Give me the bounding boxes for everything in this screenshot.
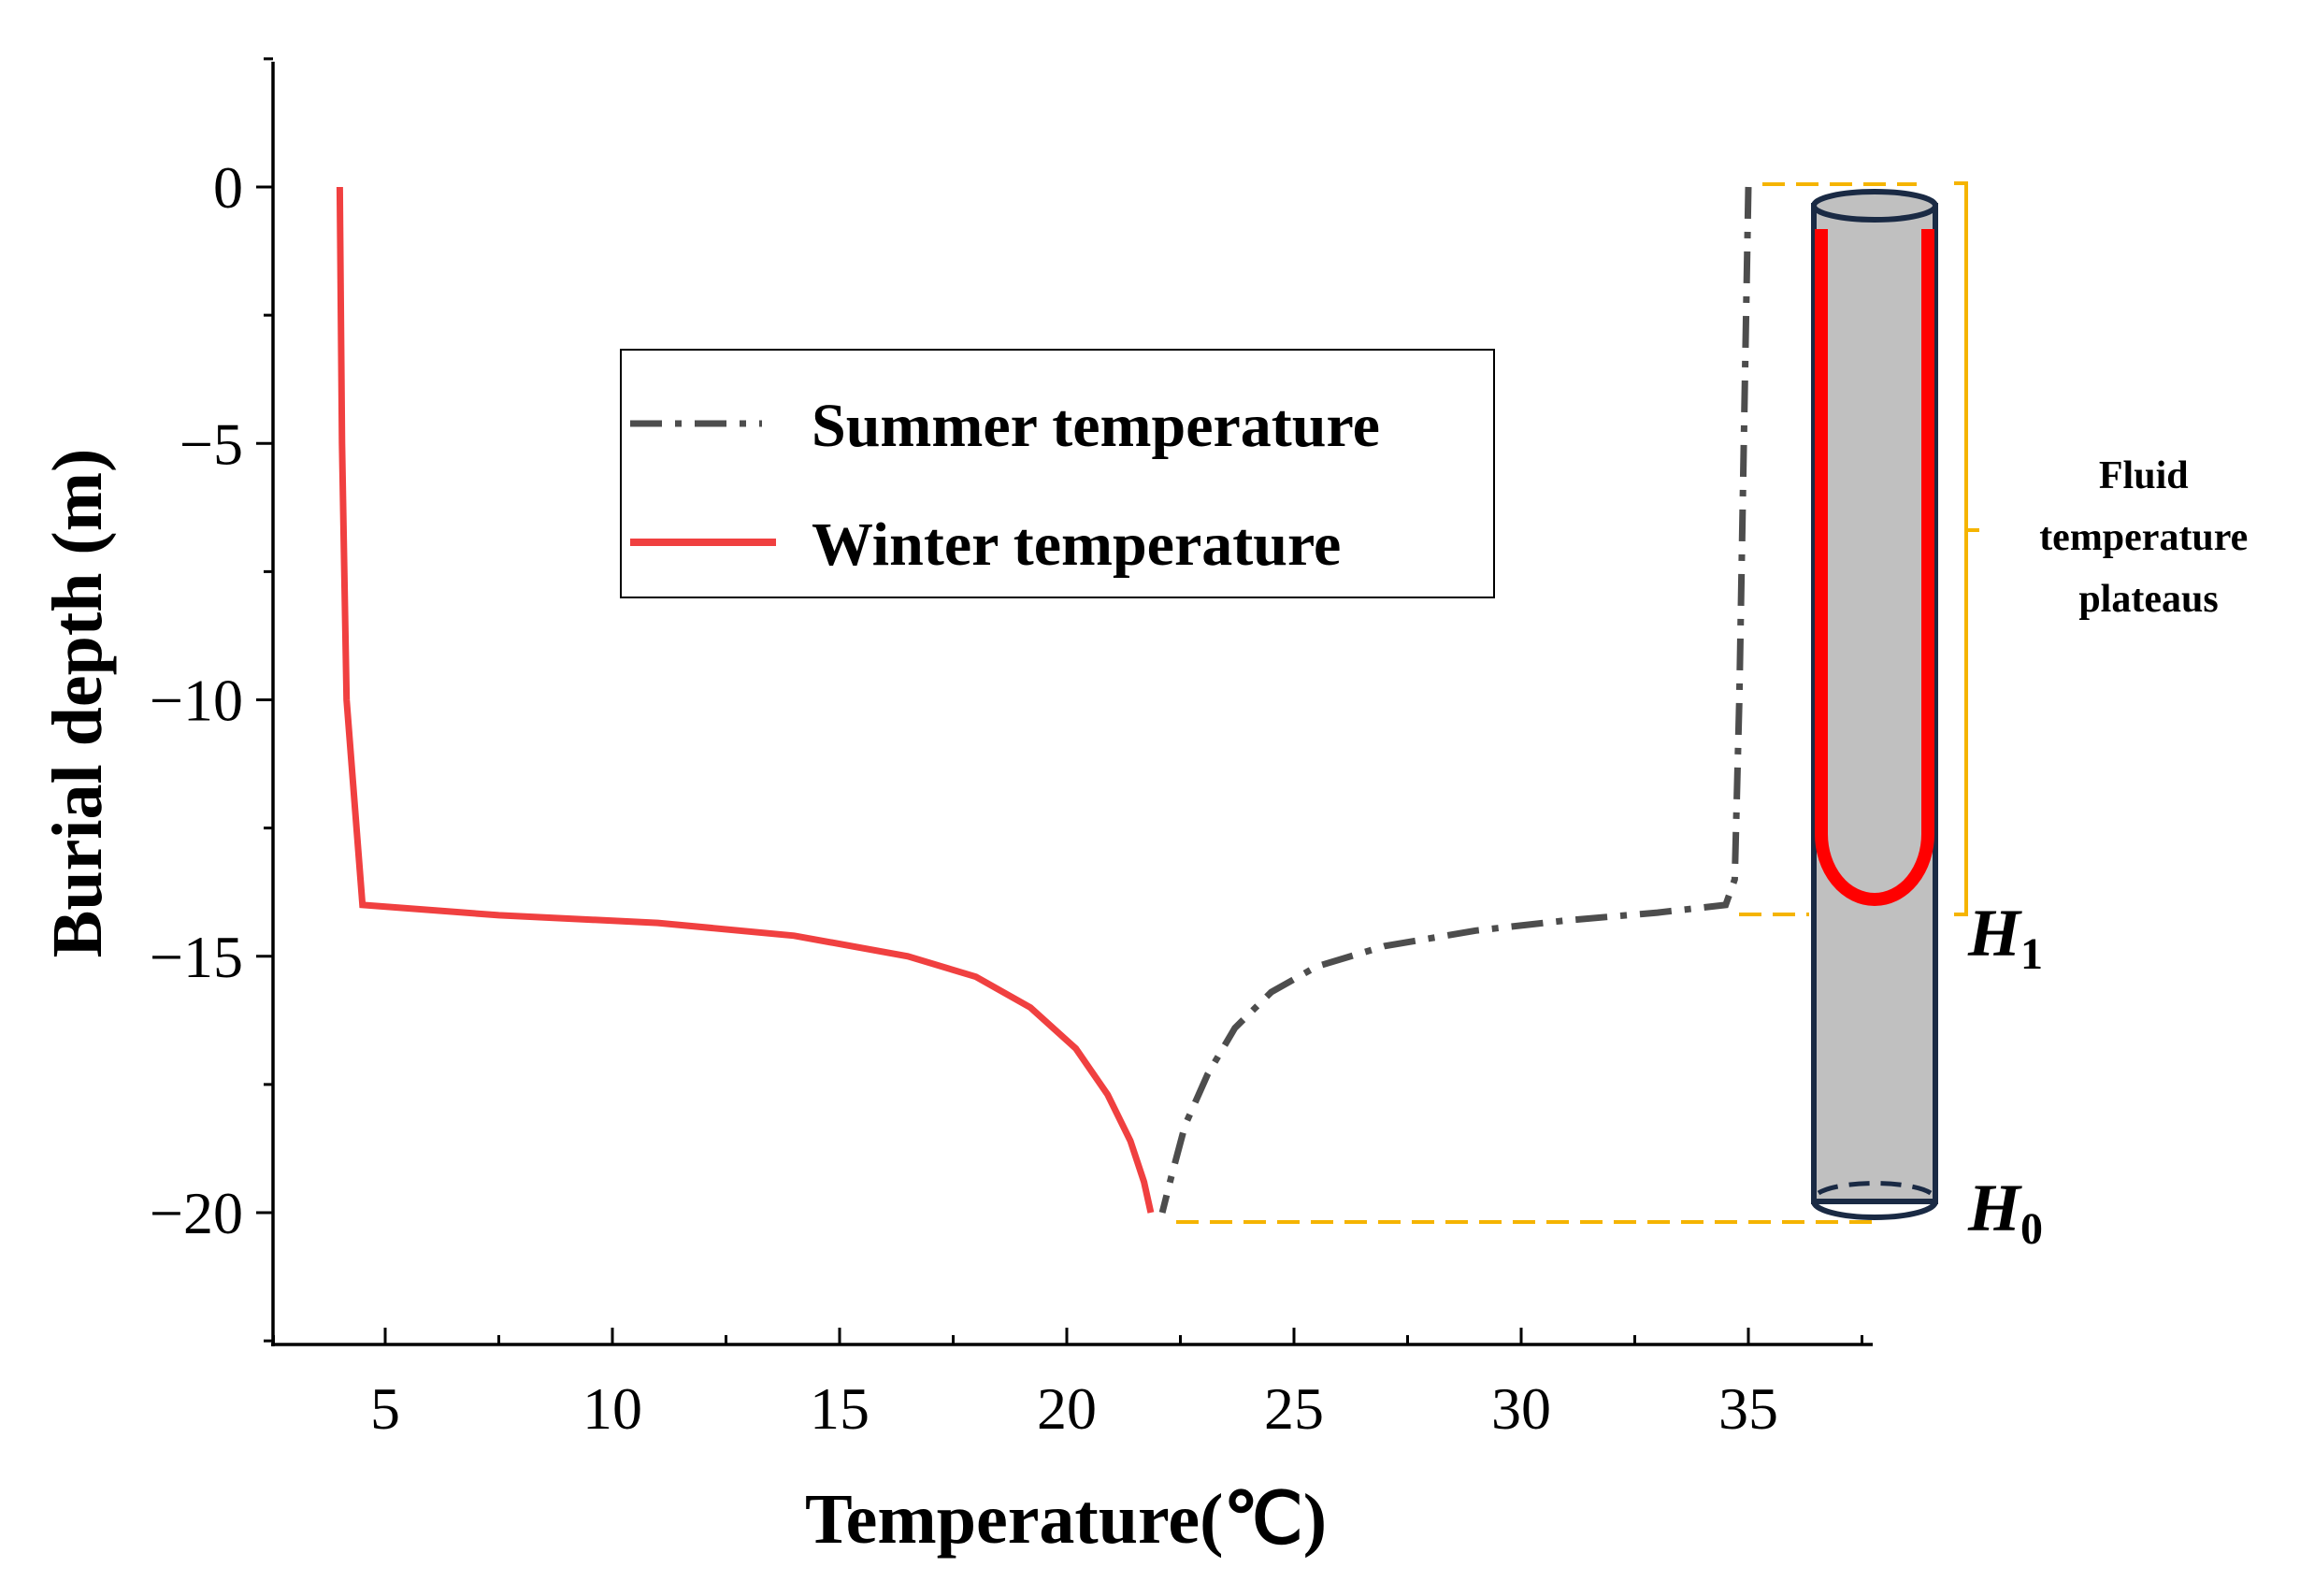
guide-lines	[1176, 181, 1979, 1224]
series-line-summer	[1158, 186, 1752, 1214]
x-tick-label: 20	[1037, 1375, 1097, 1442]
axis-ticks: 5 10 15 20 25 30 35 0 −5 −10 −15 −20	[150, 57, 1863, 1442]
y-tick-label: −5	[180, 410, 243, 477]
h1-subscript: 1	[2020, 929, 2043, 979]
u-tube	[1815, 229, 1934, 906]
borehole-pipe-bottom-back	[1817, 1181, 1933, 1196]
h0-label: H0	[1967, 1171, 2043, 1254]
x-tick-label: 25	[1264, 1375, 1324, 1442]
h0-subscript: 0	[2020, 1204, 2043, 1254]
h1-main: H	[1967, 896, 2022, 971]
x-tick-label: 35	[1718, 1375, 1778, 1442]
series-line-winter	[336, 186, 1155, 1214]
x-tick-label: 5	[370, 1375, 400, 1442]
y-tick-label: −20	[150, 1180, 243, 1246]
plateau-bracket	[1739, 182, 1917, 916]
borehole-pipe-top	[1811, 189, 1938, 223]
x-tick-label: 30	[1491, 1375, 1551, 1442]
plateau-label: Fluid temperature plateaus	[2039, 454, 2258, 621]
borehole-pipe-bottom	[1811, 1201, 1938, 1220]
legend-label-winter: Winter temperature	[812, 510, 1341, 579]
y-tick-label: −15	[150, 924, 243, 990]
legend-label-summer: Summer temperature	[812, 392, 1380, 460]
y-axis-title: Burial depth (m)	[38, 449, 117, 958]
borehole-schematic	[1811, 189, 1938, 1220]
y-tick-label: 0	[213, 154, 243, 221]
y-tick-label: −10	[150, 668, 243, 734]
legend: Summer temperature Winter temperature	[620, 349, 1495, 598]
x-tick-label: 15	[810, 1375, 870, 1442]
plateau-brace	[1954, 181, 1979, 916]
borehole-pipe-body	[1811, 203, 1938, 1204]
legend-box	[620, 349, 1495, 598]
h0-main: H	[1967, 1171, 2022, 1245]
x-axis-title: Temperature(℃)	[805, 1480, 1327, 1559]
x-tick-label: 10	[582, 1375, 642, 1442]
h1-label: H1	[1967, 896, 2043, 979]
